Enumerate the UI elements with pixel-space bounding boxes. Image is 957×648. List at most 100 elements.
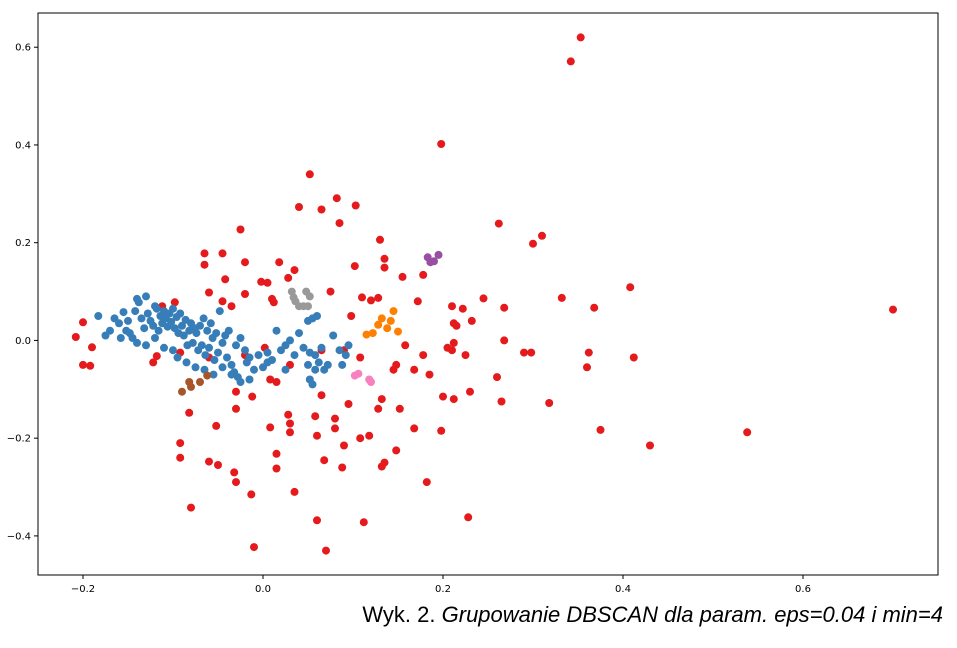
scatter-point [247,490,256,499]
scatter-point [439,392,447,401]
scatter-point [272,449,281,458]
scatter-point [374,320,383,329]
scatter-point [317,205,326,214]
scatter-point [272,326,281,335]
scatter-point [350,262,359,271]
scatter-point [152,304,161,313]
scatter-point [201,351,210,360]
scatter-point [323,360,332,369]
scatter-point [304,360,312,369]
scatter-point [374,293,383,302]
scatter-point [205,288,213,297]
scatter-point [322,546,330,555]
scatter-point [629,353,638,362]
scatter-point [344,341,353,350]
scatter-point [386,316,395,325]
scatter-point [394,327,402,336]
scatter-point [250,365,258,374]
scatter-point [341,351,350,360]
scatter-point [71,333,80,341]
scatter-point [299,343,308,352]
plot-frame [37,12,939,576]
scatter-point [576,33,585,42]
figure-caption: Wyk. 2. Grupowanie DBSCAN dla param. eps… [362,602,943,628]
scatter-point [354,369,363,378]
scatter-point [419,270,428,279]
scatter-point [448,302,456,311]
scatter-point [79,318,87,327]
scatter-point [143,309,152,318]
scatter-point [218,338,227,347]
scatter-point [320,456,329,465]
y-tick-label: 0.2 [15,238,31,249]
scatter-point [212,421,221,430]
scatter-point [529,239,537,248]
scatter-point [269,298,278,307]
scatter-point [367,296,375,305]
scatter-point [223,353,231,362]
scatter-point [425,370,434,379]
scatter-point [422,478,431,487]
scatter-point [596,425,605,434]
scatter-point [380,263,389,272]
scatter-point [368,329,377,338]
scatter-point [626,283,635,292]
scatter-point [380,254,389,263]
scatter-point [200,249,209,258]
scatter-point [232,341,240,350]
scatter-point [152,352,161,361]
scatter-point [430,257,438,266]
scatter-point [227,360,236,369]
scatter-point [232,404,240,413]
scatter-point [383,324,392,333]
scatter-point [347,312,356,320]
scatter-point [236,225,245,234]
scatter-point [196,321,204,330]
scatter-point [182,358,191,367]
scatter-point [94,312,103,320]
scatter-point [461,351,470,360]
scatter-point [497,397,506,406]
scatter-point [284,273,293,282]
scatter-point [176,439,185,448]
scatter-point [205,457,213,466]
scatter-point [245,353,254,362]
scatter-point [215,307,224,316]
scatter-point [197,341,206,350]
scatter-point [452,321,461,330]
scatter-point [263,358,272,367]
scatter-point [374,404,383,413]
scatter-point [173,353,182,362]
scatter-point [326,287,335,296]
scatter-point [178,387,186,396]
scatter-point [254,351,263,360]
scatter-point [236,378,245,386]
scatter-point [449,395,458,404]
scatter-point [437,426,446,435]
scatter-point [286,419,294,428]
scatter-point [377,395,386,404]
y-tick-label: −0.2 [7,434,31,445]
scatter-point [232,478,240,487]
scatter-point [305,375,314,384]
scatter-point [79,360,87,369]
y-tick-label: 0.4 [15,140,31,151]
scatter-point [493,373,501,382]
scatter-point [520,348,528,357]
scatter-point [344,400,353,408]
scatter-point [557,293,566,302]
scatter-point [362,330,371,339]
scatter-point [500,336,509,345]
scatter-point [241,290,249,298]
scatter-point [214,461,222,469]
scatter-point [458,304,467,313]
scatter-point [170,298,179,307]
scatter-point [584,348,593,357]
scatter-point [169,304,177,313]
scatter-point [590,303,599,312]
scatter-point [356,353,365,362]
scatter-point [286,428,294,437]
scatter-point [248,392,257,401]
scatter-point [160,343,168,352]
scatter-point [281,365,290,374]
